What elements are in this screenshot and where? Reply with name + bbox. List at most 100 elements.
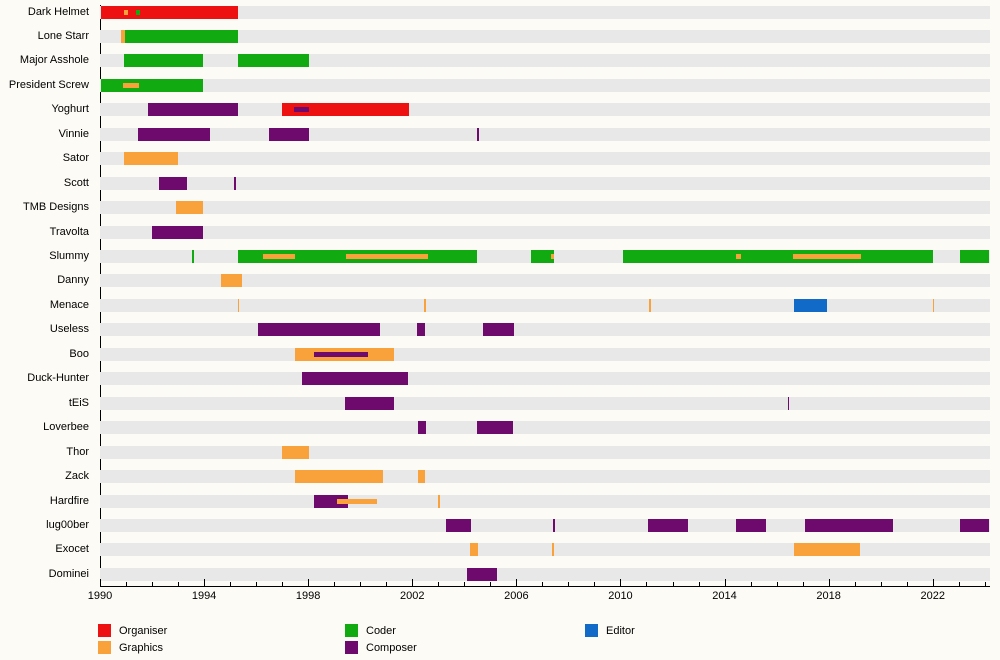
timeline-track [100,298,990,312]
timeline-row: Loverbee [0,421,1000,446]
row-label: Menace [49,298,89,311]
row-label: Slummy [49,250,89,262]
segment-graphics-tick [438,494,440,508]
legend-swatch-organiser [98,624,111,637]
x-axis-minor-tick [282,582,284,586]
timeline-track [100,347,990,361]
legend: Organiser Graphics Coder Composer Editor [0,620,1000,660]
segment-graphics-tick [552,543,554,557]
timeline-track [100,225,990,239]
row-label: Thor [66,445,89,458]
x-axis-minor-tick [360,582,362,586]
segment-coder [531,250,555,263]
timeline-row: Boo [0,347,1000,373]
segment-composer-inner [293,107,310,113]
segment-graphics-inner [550,254,555,259]
segment-coder [124,29,238,43]
segment-graphics [282,445,310,459]
row-label: Major Asshole [19,54,89,67]
segment-composer-tick [787,396,790,410]
segment-graphics-tick [932,298,935,312]
segment-coder-tick [192,250,195,263]
timeline-track [100,78,990,92]
timeline-track [100,567,990,581]
timeline-row: Sator [0,152,1000,177]
row-label: Duck-Hunter [27,372,89,385]
x-axis-label: 2002 [400,590,425,602]
segment-graphics [793,543,860,557]
segment-composer [804,518,893,532]
segment-composer [418,421,426,435]
timeline-track [100,274,990,288]
x-axis-minor-tick [542,582,544,586]
segment-composer [482,323,514,337]
segment-coder [959,250,990,263]
segment-graphics-inner [263,254,296,259]
timeline-row: Major Asshole [0,54,1000,79]
segment-composer [314,494,348,508]
timeline-row: Lone Starr [0,29,1000,55]
legend-label: Coder [366,625,396,637]
timeline-track [100,543,990,557]
segment-graphics [469,543,479,557]
timeline-row: Travolta [0,225,1000,251]
timeline-row: Thor [0,445,1000,471]
legend-swatch-graphics [98,641,111,654]
timeline-row: Yoghurt [0,103,1000,128]
segment-composer-inner [313,351,369,357]
x-axis-minor-tick [568,582,570,586]
row-label: Travolta [49,225,89,238]
segment-graphics-tick [237,298,240,312]
x-axis-major-tick [100,579,101,586]
x-axis-minor-tick [802,582,804,586]
timeline-track [100,250,990,263]
segment-composer [152,225,204,239]
row-label: Loverbee [43,421,89,434]
x-axis-minor-tick [438,582,440,586]
x-axis-major-tick [828,579,830,586]
timeline-track [100,127,990,141]
legend-swatch-composer [345,641,358,654]
row-label: President Screw [8,78,89,91]
x-axis-minor-tick [906,582,908,586]
segment-graphics [221,274,242,288]
segment-organiser [101,5,238,19]
timeline-row: Slummy [0,250,1000,275]
segment-composer [417,323,426,337]
timeline-track [100,103,990,117]
x-axis-major-tick [932,579,934,586]
segment-organiser [281,103,409,117]
timeline-track [100,421,990,435]
row-label: TMB Designs [22,201,89,214]
row-label: Vinnie [58,127,89,140]
x-axis-minor-tick [854,582,856,586]
segment-graphics-inner [346,254,428,259]
segment-composer [147,103,238,117]
timeline-track [100,470,990,484]
row-label: lug00ber [46,518,89,531]
timeline-row: lug00ber [0,518,1000,544]
x-axis-label: 1998 [295,590,321,602]
segment-coder [623,250,933,263]
x-axis-minor-tick [672,582,674,586]
x-axis-minor-tick [256,582,258,586]
timeline-track [100,494,990,508]
timeline-row: Dark Helmet [0,5,1000,31]
row-label: tEiS [68,396,89,409]
x-axis-minor-tick [880,582,882,586]
segment-graphics-inner [123,82,140,88]
segment-graphics [418,470,426,484]
timeline-track [100,176,990,190]
x-axis-label: 1990 [87,590,113,602]
segment-graphics-inner [124,9,129,15]
x-axis-minor-tick [230,582,232,586]
segment-graphics [175,201,204,215]
segment-graphics [120,29,125,43]
legend-swatch-editor [585,624,598,637]
legend-label: Organiser [119,625,168,637]
x-axis-minor-tick [698,582,700,586]
x-axis-major-tick [620,579,622,586]
timeline-row: Zack [0,470,1000,495]
segment-composer [959,518,990,532]
